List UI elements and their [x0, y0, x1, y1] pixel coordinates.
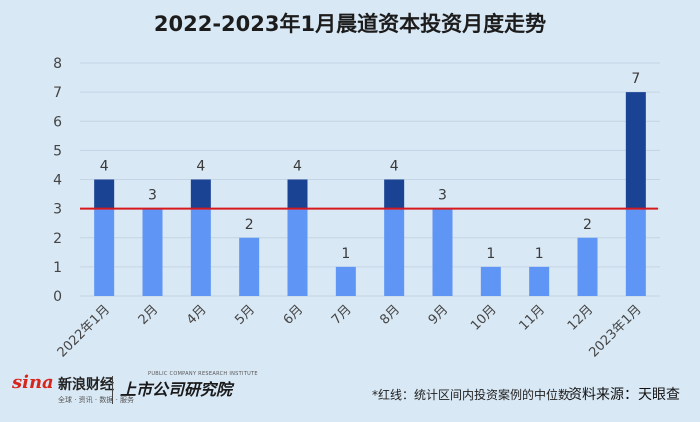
y-tick-label: 3: [53, 202, 62, 218]
logo-divider: [112, 376, 113, 404]
x-tick-label: 5月: [232, 302, 258, 328]
data-label: 4: [100, 159, 109, 175]
y-tick-label: 2: [53, 231, 62, 247]
data-label: 3: [438, 188, 447, 204]
y-tick-label: 1: [53, 260, 62, 276]
x-tick-label: 9月: [426, 302, 452, 328]
data-label: 1: [486, 246, 495, 262]
y-tick-label: 0: [53, 289, 62, 305]
data-label: 4: [293, 159, 302, 175]
y-tick-label: 5: [53, 143, 62, 159]
bar: [142, 208, 163, 296]
bar: [384, 208, 405, 296]
bar: [577, 237, 598, 296]
median-note: *红线：统计区间内投资案例的中位数: [372, 388, 571, 402]
x-tick-label: 2月: [136, 302, 162, 328]
institute-english-name: PUBLIC COMPANY RESEARCH INSTITUTE: [148, 371, 258, 377]
x-tick-label: 10月: [468, 302, 499, 333]
bar-above-median: [287, 179, 308, 209]
bar: [287, 208, 308, 296]
bar-above-median: [384, 179, 405, 209]
x-tick-label: 11月: [516, 302, 547, 333]
chart-title: 2022-2023年1月晨道资本投资月度走势: [153, 12, 547, 36]
data-label: 4: [196, 159, 205, 175]
sina-finance-tagline: 全球 · 资讯 · 数据 · 服务: [58, 396, 135, 404]
data-label: 2: [583, 217, 592, 233]
x-tick-label: 7月: [329, 302, 355, 328]
y-tick-label: 8: [53, 56, 62, 72]
footer: sina 新浪财经 全球 · 资讯 · 数据 · 服务 PUBLIC COMPA…: [0, 364, 700, 422]
x-tick-label: 6月: [281, 302, 307, 328]
data-label: 1: [341, 246, 350, 262]
data-label: 4: [390, 159, 399, 175]
bar: [94, 208, 115, 296]
y-tick-label: 7: [53, 85, 62, 101]
x-tick-label: 4月: [184, 302, 210, 328]
x-tick-label: 12月: [565, 302, 596, 333]
sina-finance-name: 新浪财经: [58, 377, 114, 393]
x-tick-label: 2023年1月: [586, 302, 644, 360]
bar: [432, 208, 453, 296]
x-tick-label: 2022年1月: [55, 302, 113, 360]
bar-chart: 01234567842022年1月32月44月25月46月17月48月39月11…: [53, 56, 660, 360]
bar-above-median: [94, 179, 115, 209]
bar-above-median: [190, 179, 211, 209]
data-label: 2: [245, 217, 254, 233]
sina-logo: sina: [12, 372, 54, 393]
bar: [529, 266, 550, 296]
data-label: 7: [631, 71, 640, 87]
bar: [625, 208, 646, 296]
bar: [239, 237, 260, 296]
y-tick-label: 4: [53, 173, 62, 189]
bar: [480, 266, 501, 296]
institute-name: 上市公司研究院: [120, 380, 233, 399]
bar: [335, 266, 356, 296]
y-tick-label: 6: [53, 114, 62, 130]
data-label: 1: [535, 246, 544, 262]
bar: [190, 208, 211, 296]
x-tick-label: 8月: [377, 302, 403, 328]
data-source: 资料来源：天眼查: [568, 387, 680, 403]
data-label: 3: [148, 188, 157, 204]
bar-above-median: [625, 92, 646, 209]
